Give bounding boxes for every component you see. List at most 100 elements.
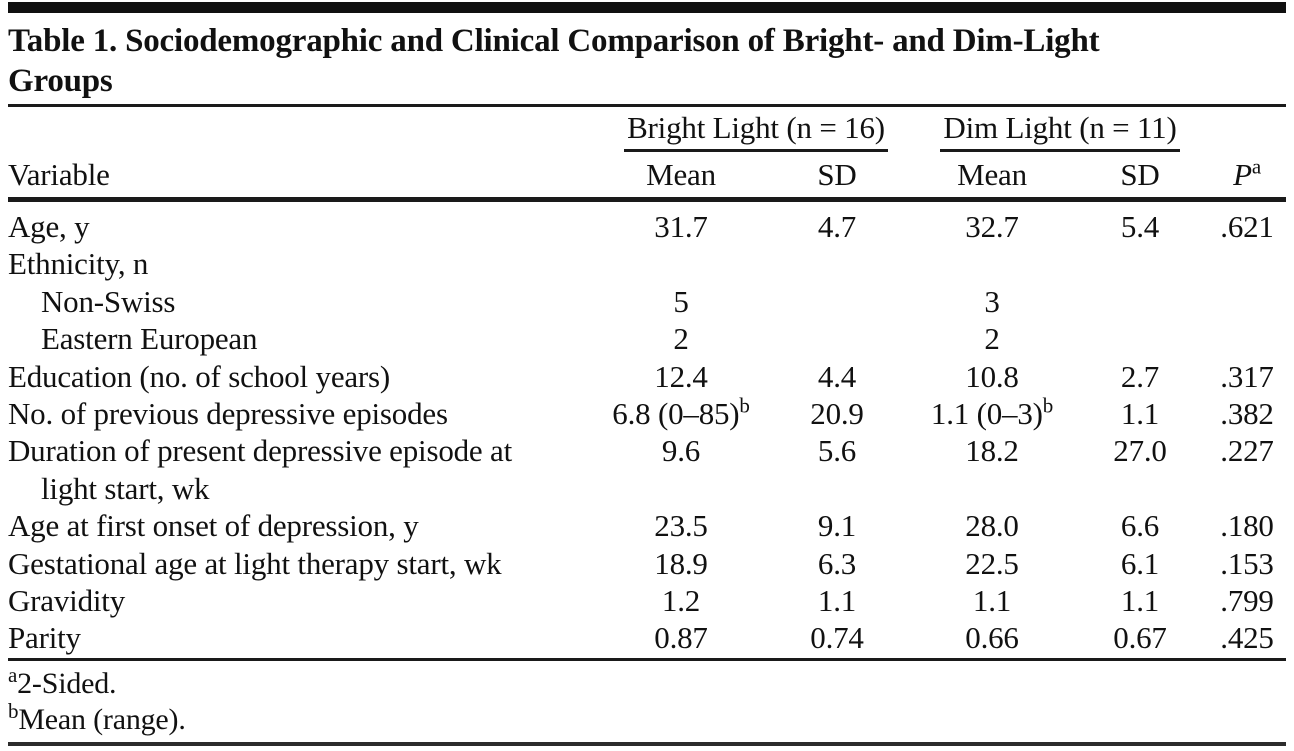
sd-cell: 5.6 — [817, 433, 857, 469]
mean-cell: 3 — [984, 283, 1000, 319]
mean-cell: 0.66 — [965, 620, 1019, 656]
sd-cell: 9.1 — [817, 508, 857, 544]
mean-cell: 2 — [984, 321, 1000, 357]
mean-cell: 18.9 — [654, 545, 708, 581]
mean-cell: 9.6 — [661, 433, 701, 469]
sd-cell: 1.1 — [1120, 583, 1160, 619]
table-row-gestational-age: Gestational age at light therapy start, … — [8, 545, 1286, 582]
mean-cell: 23.5 — [654, 508, 708, 544]
table-top-bar — [8, 2, 1286, 13]
table-title-line1: Table 1. Sociodemographic and Clinical C… — [8, 23, 1100, 59]
p-cell: .227 — [1220, 433, 1274, 469]
row-label: Education (no. of school years) — [8, 358, 391, 394]
mean-cell: 1.2 — [661, 583, 701, 619]
bright-light-group-header: Bright Light (n = 16) — [600, 110, 912, 152]
mean-cell: 0.87 — [654, 620, 708, 656]
header-divider-rule — [8, 197, 1286, 202]
table-body: Age, y 31.7 4.7 32.7 5.4 .621 Ethnicity,… — [8, 202, 1286, 658]
table-row-previous-episodes: No. of previous depressive episodes 6.8 … — [8, 395, 1286, 432]
table-row-duration: Duration of present depressive episode a… — [8, 432, 1286, 507]
p-cell: .317 — [1220, 358, 1274, 394]
p-cell: .180 — [1220, 508, 1274, 544]
table-title-line2: Groups — [8, 63, 113, 99]
sd-cell: 0.67 — [1113, 620, 1167, 656]
title-divider-rule — [8, 104, 1286, 107]
sd-cell: 4.7 — [817, 209, 857, 244]
sd-cell: 1.1 — [817, 583, 857, 619]
p-cell: .382 — [1220, 396, 1274, 432]
row-label-line2: light start, wk — [41, 470, 210, 506]
mean-cell: 28.0 — [965, 508, 1019, 544]
p-footnote-marker: a — [1251, 154, 1261, 179]
mean-cell: 32.7 — [965, 209, 1019, 244]
sd-cell: 2.7 — [1120, 358, 1160, 394]
mean-cell: 1.1 — [972, 583, 1012, 619]
dim-light-group-header: Dim Light (n = 11) — [912, 110, 1208, 152]
bright-sd-column-header: SD — [817, 157, 857, 192]
mean-range-value: 1.1 (0–3) — [930, 396, 1043, 432]
dim-light-group-label: Dim Light (n = 11) — [940, 110, 1180, 152]
table-row-first-onset: Age at first onset of depression, y 23.5… — [8, 507, 1286, 544]
sd-cell: 27.0 — [1113, 433, 1167, 469]
table-bottom-rule — [8, 741, 1286, 746]
row-label: Eastern European — [41, 321, 258, 357]
group-header-row: Bright Light (n = 16) Dim Light (n = 11) — [8, 107, 1286, 152]
footnote-a: a2-Sided. — [8, 662, 1286, 702]
row-label: Age, y — [8, 209, 90, 244]
sd-cell: 0.74 — [810, 620, 864, 656]
row-label: No. of previous depressive episodes — [8, 396, 448, 432]
sd-cell: 6.3 — [817, 545, 857, 581]
footnote-b: bMean (range). — [8, 698, 1286, 738]
mean-cell: 10.8 — [965, 358, 1019, 394]
comparison-table: Bright Light (n = 16) Dim Light (n = 11)… — [8, 107, 1286, 746]
mean-range-footnote-marker: b — [1042, 393, 1054, 418]
p-value-column-header: Pa — [1208, 154, 1286, 193]
table-row-parity: Parity 0.87 0.74 0.66 0.67 .425 — [8, 619, 1286, 656]
row-label: Gestational age at light therapy start, … — [8, 545, 502, 581]
table-title: Table 1. Sociodemographic and Clinical C… — [8, 21, 1286, 101]
row-label-line1: Duration of present depressive episode a… — [8, 433, 512, 469]
mean-cell: 6.8 (0–85)b — [600, 395, 762, 432]
table-row-education: Education (no. of school years) 12.4 4.4… — [8, 358, 1286, 395]
p-cell: .153 — [1220, 545, 1274, 581]
footnote-b-marker: b — [8, 698, 19, 723]
mean-range-footnote-marker: b — [739, 393, 750, 418]
footnote-a-text: 2-Sided. — [17, 666, 117, 700]
mean-cell: 5 — [673, 283, 689, 319]
table-footnotes: a2-Sided. bMean (range). — [8, 662, 1286, 738]
mean-cell: 2 — [673, 321, 689, 357]
mean-cell: 12.4 — [654, 358, 708, 394]
mean-cell: 18.2 — [965, 433, 1019, 469]
mean-cell: 22.5 — [965, 545, 1019, 581]
p-label: P — [1233, 157, 1252, 192]
mean-cell: 31.7 — [654, 209, 708, 244]
column-header-row: Variable Mean SD Mean SD Pa — [8, 152, 1286, 197]
variable-column-header: Variable — [8, 157, 110, 192]
footnote-a-marker: a — [8, 662, 18, 687]
dim-mean-column-header: Mean — [957, 157, 1027, 192]
table-row-non-swiss: Non-Swiss 5 3 — [8, 283, 1286, 320]
row-label: Non-Swiss — [41, 283, 176, 319]
sd-cell: 5.4 — [1120, 209, 1160, 244]
body-footnote-divider-rule — [8, 657, 1286, 661]
footnote-b-text: Mean (range). — [18, 702, 186, 736]
bright-light-group-label: Bright Light (n = 16) — [624, 110, 888, 152]
table-row-age: Age, y 31.7 4.7 32.7 5.4 .621 — [8, 208, 1286, 245]
row-label: Gravidity — [8, 583, 126, 619]
sd-cell: 20.9 — [810, 396, 864, 432]
row-label: Parity — [8, 620, 81, 656]
sd-cell: 1.1 — [1120, 396, 1160, 432]
sd-cell: 6.1 — [1120, 545, 1160, 581]
p-cell: .425 — [1220, 620, 1274, 656]
sd-cell: 4.4 — [817, 358, 857, 394]
row-label: Age at first onset of depression, y — [8, 508, 419, 544]
row-label: Ethnicity, n — [8, 246, 149, 282]
table-row-ethnicity: Ethnicity, n — [8, 245, 1286, 282]
mean-cell: 1.1 (0–3)b — [912, 395, 1072, 432]
p-cell: .799 — [1220, 583, 1274, 619]
table-row-eastern-european: Eastern European 2 2 — [8, 320, 1286, 357]
row-label: Duration of present depressive episode a… — [8, 432, 600, 507]
mean-range-value: 6.8 (0–85) — [612, 396, 740, 432]
p-cell: .621 — [1220, 209, 1274, 244]
dim-sd-column-header: SD — [1120, 157, 1160, 192]
